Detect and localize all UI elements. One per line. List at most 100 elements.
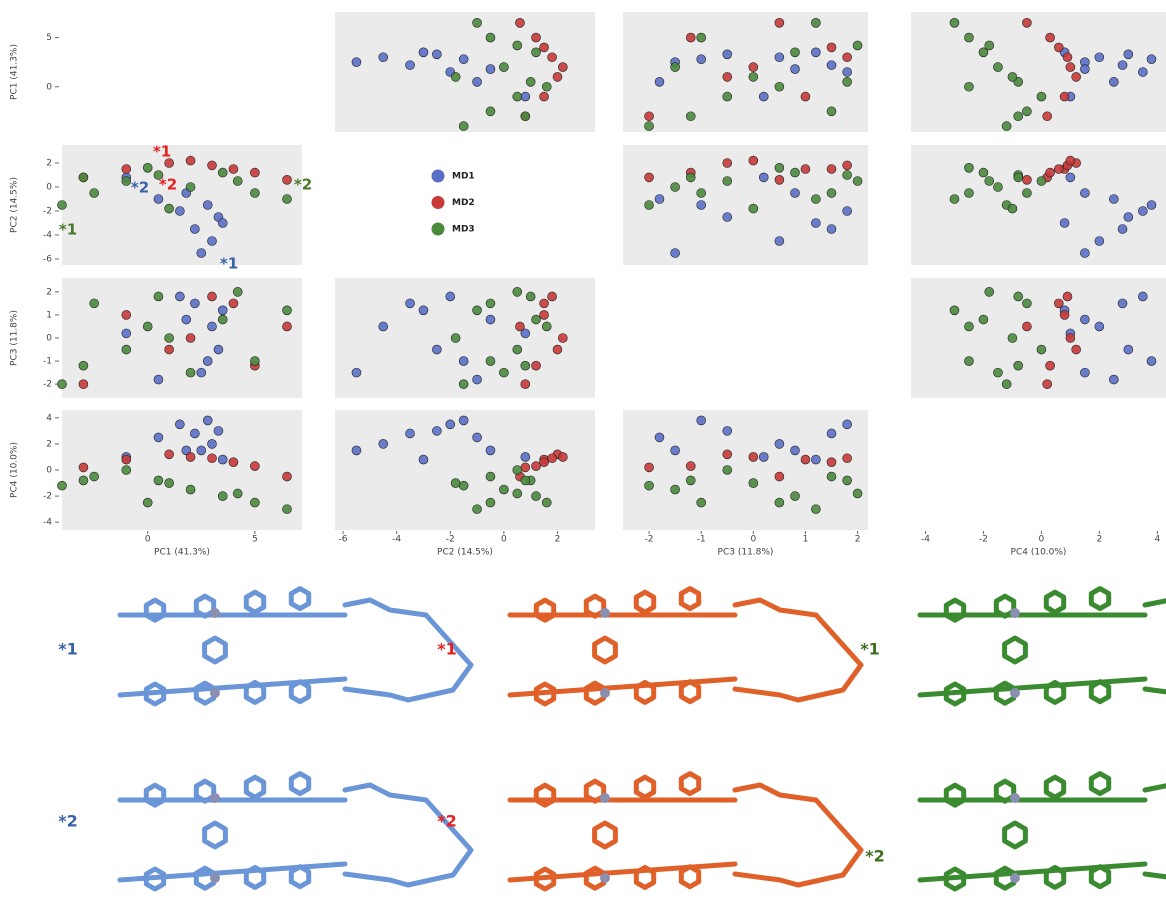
structure-label: *1 [437, 640, 457, 659]
ring [143, 681, 167, 707]
ring [678, 771, 702, 797]
molecule-chain [732, 782, 864, 888]
scatter-point [351, 57, 362, 67]
scatter-point [351, 445, 362, 456]
scatter-point [250, 167, 260, 178]
scatter-point [722, 465, 733, 475]
scatter-point [190, 298, 200, 309]
scatter-point [142, 497, 153, 508]
ring [202, 820, 228, 850]
scatter-point [1080, 367, 1090, 378]
scatter-point [202, 200, 213, 210]
scatter-point [207, 321, 217, 332]
y-tick-label: -2 [43, 207, 52, 217]
scatter-point [1094, 321, 1105, 332]
scatter-point [800, 91, 811, 102]
scatter-point [531, 360, 541, 371]
ring [943, 597, 967, 623]
scatter-point [153, 291, 164, 302]
scatter-point [1022, 18, 1032, 28]
scatter-point [685, 172, 696, 183]
scatter-point [1065, 62, 1076, 72]
ring [678, 679, 702, 705]
ring [1043, 774, 1067, 800]
scatter-point [790, 445, 800, 456]
scatter-point [1094, 236, 1105, 246]
scatter-point [520, 462, 531, 473]
scatter-point [949, 305, 960, 316]
scatter-point [800, 164, 811, 174]
scatter-point [531, 491, 541, 501]
scatter-point [811, 454, 821, 465]
scatter-point [826, 224, 837, 234]
annotation: *1 [153, 143, 171, 161]
ring [143, 866, 167, 892]
scatter-point [512, 40, 523, 51]
scatter-point [531, 47, 541, 58]
scatter-point [774, 471, 785, 482]
scatter-point [1117, 60, 1128, 70]
y-tick-label: -2 [43, 380, 52, 390]
metal [600, 793, 610, 803]
scatter-point [499, 62, 509, 72]
scatter-point [175, 291, 185, 302]
x-tick-label: 2 [1096, 535, 1102, 545]
scatter-point [472, 77, 482, 87]
ring [243, 774, 267, 800]
ring [1002, 635, 1028, 665]
scatter-point [842, 160, 852, 171]
scatter-point [458, 415, 469, 426]
ring [288, 771, 312, 797]
scatter-point [1053, 164, 1064, 174]
ring [993, 778, 1017, 804]
structure-label: *1 [58, 640, 78, 659]
scatter-point [232, 176, 243, 186]
molecule-chain [342, 782, 474, 888]
scatter-point [654, 194, 665, 204]
scatter-point [432, 426, 442, 436]
scatter-point [852, 488, 863, 499]
scatter-point [207, 291, 217, 302]
ring [143, 597, 167, 623]
ring [583, 778, 607, 804]
scatter-point [811, 504, 821, 514]
scatter-point [217, 167, 228, 178]
scatter-point [644, 200, 654, 210]
ring [288, 679, 312, 705]
x-axis-label: PC2 (14.5%) [437, 548, 493, 558]
panel-background [335, 12, 595, 132]
panel-background [62, 145, 302, 265]
scatter-point [202, 356, 213, 366]
x-tick-label: 5 [252, 535, 258, 545]
scatter-point [450, 333, 461, 343]
scatter-point [153, 194, 164, 204]
scatter-point [1138, 206, 1148, 216]
scatter-point [774, 81, 785, 92]
scatter-point [949, 194, 960, 204]
scatter-point [1007, 203, 1018, 214]
ring [243, 864, 267, 890]
scatter-point [964, 163, 974, 173]
scatter-point [213, 344, 224, 355]
scatter-point [207, 453, 217, 464]
annotation: *2 [294, 176, 312, 194]
panel-background [62, 410, 302, 530]
annotation: *2 [159, 176, 177, 194]
scatter-point [722, 449, 733, 460]
scatter-point [185, 452, 196, 462]
ring [1043, 589, 1067, 615]
scatter-point [164, 333, 174, 343]
scatter-point [1146, 200, 1157, 210]
scatter-point [458, 54, 469, 65]
molecule [507, 586, 864, 707]
scatter-point [1094, 52, 1105, 63]
molecule [917, 586, 1166, 707]
scatter-point [142, 163, 153, 173]
scatter-point [89, 471, 99, 482]
scatter-point [213, 426, 224, 436]
scatter-point [250, 497, 260, 508]
scatter-point [512, 344, 523, 355]
scatter-point [153, 374, 164, 385]
molecule-chain [1142, 783, 1166, 880]
scatter-point [405, 298, 415, 309]
